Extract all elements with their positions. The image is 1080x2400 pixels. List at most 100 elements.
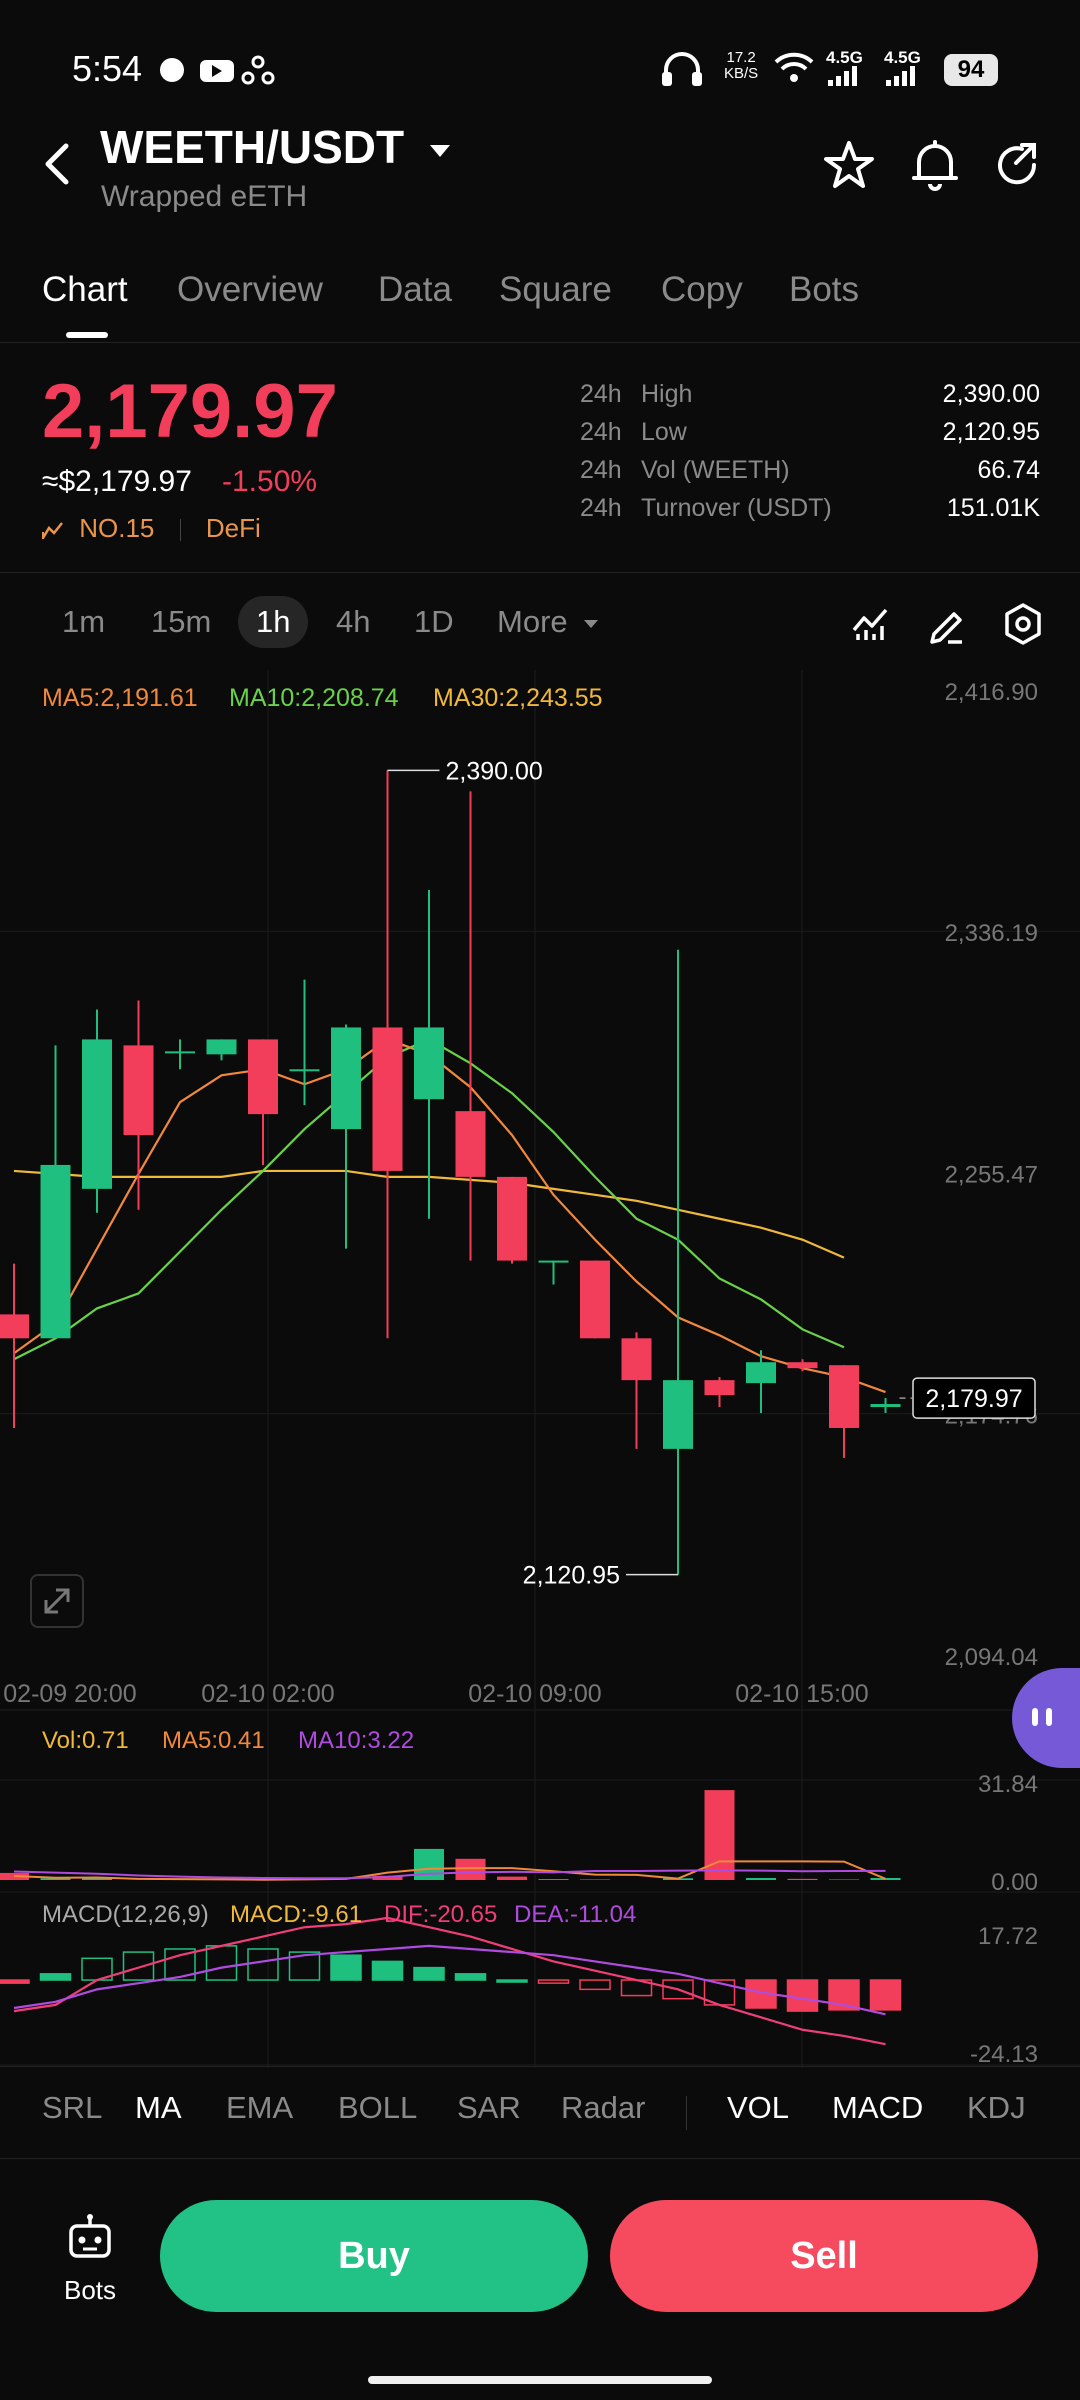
indicator-macd[interactable]: MACD [832,2090,924,2125]
tab-copy[interactable]: Copy [661,270,743,309]
indicator-sar[interactable]: SAR [457,2090,521,2125]
back-arrow-icon[interactable] [42,142,72,186]
status-bar: 5:54 17.2 KB/S 4.5G 4.5G 94 [0,0,1080,130]
chart-settings-gear-icon[interactable] [1002,602,1044,646]
candle-body [40,1164,71,1339]
volume-bar [829,1879,859,1880]
volume-bar [40,1878,71,1880]
price-chart[interactable]: 2,416.902,336.192,255.472,174.762,094.04… [0,670,1080,2068]
stats-24h: 24h High 2,390.00 24h Low 2,120.95 24h V… [580,380,1040,532]
x-tick-label: 02-10 15:00 [735,1680,868,1708]
net-speed: 17.2 KB/S [724,49,759,82]
indicator-ema[interactable]: EMA [226,2090,294,2125]
volume-bar [455,1858,486,1880]
macd-legend-item: DIF:-20.65 [384,1901,497,1928]
indicator-ma[interactable]: MA [135,2090,182,2125]
tab-data[interactable]: Data [378,270,452,309]
macd-histogram-bar [371,1960,404,1981]
active-tab-indicator [66,332,108,338]
ma5-line [13,1038,886,1394]
volume-legend-item: MA5:0.41 [162,1727,265,1754]
indicator-kdj[interactable]: KDJ [967,2090,1026,2125]
candle-body [248,1039,278,1115]
pair-subtitle: Wrapped eETH [101,180,308,213]
indicator-vol[interactable]: VOL [727,2090,790,2125]
y-tick-label: 2,336.19 [945,920,1038,947]
candle-body [82,1039,112,1189]
macd-legend-item: MACD:-9.61 [230,1901,362,1928]
macd-legend-item: DEA:-11.04 [514,1901,636,1928]
sell-button[interactable]: Sell [610,2200,1038,2312]
stat-volume: 24h Vol (WEETH) 66.74 [580,456,1040,484]
macd-y-tick: -24.13 [970,2041,1038,2068]
floating-assistant-bubble[interactable] [1012,1668,1080,1768]
bots-label: Bots [63,2275,117,2305]
volume-bars [0,1790,901,1881]
timeframe-15m[interactable]: 15m [151,604,212,639]
ma-legend-ma30: MA30:2,243.55 [433,684,603,712]
indicator-srl[interactable]: SRL [42,2090,103,2125]
low-marker-label: 2,120.95 [523,1562,620,1590]
chart-grid [0,670,1080,2068]
stat-low: 24h Low 2,120.95 [580,418,1040,446]
trade-footer: Bots Buy Sell [0,2160,1080,2400]
volume-legend-item: MA10:3.22 [298,1727,414,1754]
timeframe-4h[interactable]: 4h [336,604,371,639]
pair-title[interactable]: WEETH/USDT [100,120,453,174]
candle-body [538,1260,569,1263]
timeframe-1h[interactable]: 1h [238,596,309,648]
top-tabs: Chart Overview Data Square Copy Bots [0,262,1080,342]
bots-shortcut[interactable]: Bots [52,2212,128,2306]
price-divider [0,572,1080,573]
pair-dropdown-icon[interactable] [427,141,453,161]
assistant-face-icon [1032,1708,1052,1726]
last-price-label: 2,179.97 [925,1385,1022,1413]
x-tick-label: 02-09 20:00 [3,1680,136,1708]
indicator-radar[interactable]: Radar [561,2090,646,2125]
volume-bar [538,1879,569,1880]
category-tag[interactable]: DeFi [205,513,261,543]
volume-bar [82,1877,112,1880]
tab-square[interactable]: Square [499,270,612,309]
tab-overview[interactable]: Overview [177,270,323,309]
stat-turnover: 24h Turnover (USDT) 151.01K [580,494,1040,522]
macd-histogram-bar [662,1979,694,2000]
macd-histogram-bar [330,1954,362,1981]
candle-body [0,1314,29,1339]
ma-legend-ma5: MA5:2,191.61 [42,684,198,712]
volume-bar [870,1877,901,1880]
tab-chart[interactable]: Chart [42,270,128,309]
y-tick-label: 2,416.90 [945,679,1038,706]
timeframe-more[interactable]: More [497,604,600,640]
chart-labels: 2,416.902,336.192,255.472,174.762,094.04… [3,679,1038,2068]
wifi-icon [774,52,814,82]
fullscreen-button[interactable] [30,1574,84,1628]
indicator-settings-icon[interactable] [850,604,890,644]
signal-bars-icon-2 [886,66,915,86]
indicator-boll[interactable]: BOLL [338,2090,418,2125]
home-indicator[interactable] [368,2376,712,2384]
share-icon[interactable] [992,140,1042,190]
timeframe-1d[interactable]: 1D [414,604,454,639]
macd-histogram-bar [288,1951,321,1981]
candle-body [663,1380,693,1449]
candlesticks [0,770,901,1575]
candle-body [123,1045,154,1136]
rank-row[interactable]: NO.15 DeFi [41,513,261,544]
ma-legend-ma10: MA10:2,208.74 [229,684,399,712]
candle-body [331,1027,361,1130]
timeframe-1m[interactable]: 1m [62,604,106,639]
favorite-star-icon[interactable] [824,140,874,190]
alert-bell-icon[interactable] [910,138,960,192]
macd-dea-line [13,1944,886,2016]
notification-icons [160,55,275,85]
buy-button[interactable]: Buy [160,2200,588,2312]
x-tick-label: 02-10 02:00 [201,1680,334,1708]
rank-label: NO.15 [79,513,155,543]
price-change: -1.50% [222,465,318,498]
more-dropdown-icon [584,619,599,628]
macd-histogram-bar [247,1948,279,1981]
tab-bots[interactable]: Bots [789,270,860,309]
draw-pencil-icon[interactable] [926,604,966,644]
expand-icon [44,1588,70,1614]
